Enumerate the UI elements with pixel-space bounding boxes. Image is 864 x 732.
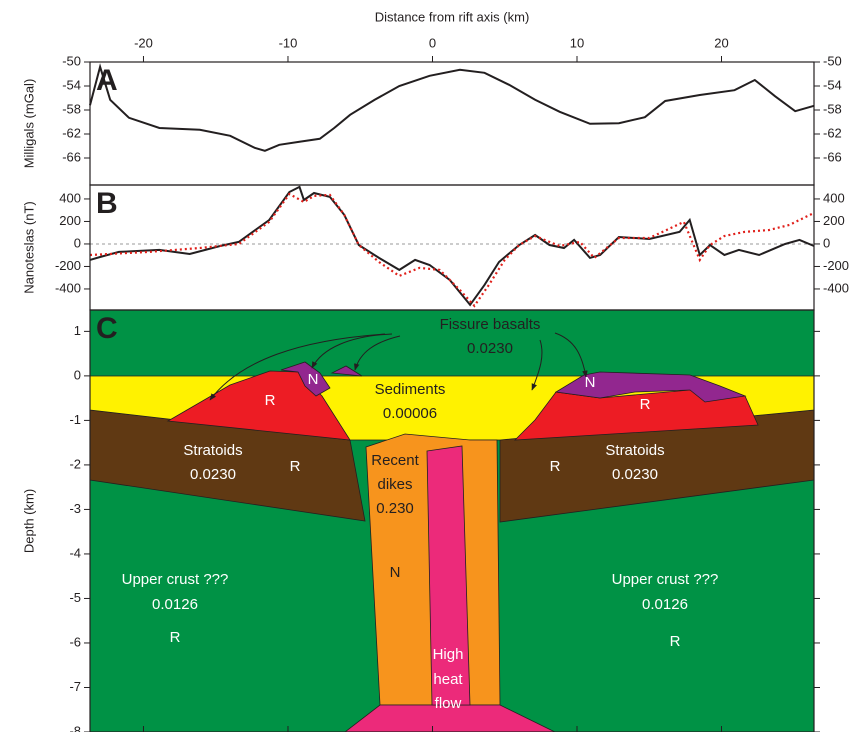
fissure-right bbox=[554, 371, 747, 403]
y-tick-label-right: 0 bbox=[823, 235, 830, 250]
section-label: flow bbox=[435, 695, 462, 712]
y-tick-label: -5 bbox=[69, 590, 81, 605]
x-tick-label: 20 bbox=[714, 35, 728, 50]
y-tick-label-right: -62 bbox=[823, 125, 842, 140]
y-tick-label: -8 bbox=[69, 723, 81, 732]
fissure-small bbox=[330, 365, 363, 377]
section-label: Stratoids bbox=[605, 442, 664, 459]
section-label: 0.0126 bbox=[642, 596, 688, 613]
section-label: 0.0230 bbox=[190, 466, 236, 483]
y-tick-label: -54 bbox=[62, 77, 81, 92]
section-label: Fissure basalts bbox=[440, 316, 541, 333]
cross-section bbox=[89, 310, 815, 732]
y-tick-label: -3 bbox=[69, 501, 81, 516]
panel-label: C bbox=[96, 312, 118, 345]
section-label: R bbox=[290, 458, 301, 475]
y-tick-label: -62 bbox=[62, 125, 81, 140]
y-axis-label: Depth (km) bbox=[21, 489, 36, 553]
y-tick-label: 200 bbox=[59, 213, 81, 228]
section-label: Sediments bbox=[375, 381, 446, 398]
y-tick-label: -50 bbox=[62, 53, 81, 68]
section-label: N bbox=[308, 371, 319, 388]
section-label: Stratoids bbox=[183, 442, 242, 459]
section-label: heat bbox=[433, 671, 463, 688]
basalt-right bbox=[513, 389, 759, 441]
y-axis-label: Milligals (mGal) bbox=[21, 79, 36, 169]
x-axis-label: Distance from rift axis (km) bbox=[375, 9, 530, 24]
y-tick-label: 0 bbox=[74, 235, 81, 250]
y-tick-label: -4 bbox=[69, 545, 81, 560]
section-label: R bbox=[640, 396, 651, 413]
arrow bbox=[353, 335, 401, 371]
section-label: High bbox=[433, 646, 464, 663]
x-tick-label: 10 bbox=[570, 35, 584, 50]
y-tick-label: -1 bbox=[69, 412, 81, 427]
heat-column bbox=[426, 445, 471, 706]
y-tick-label: -400 bbox=[55, 280, 81, 295]
arrow bbox=[554, 332, 588, 378]
panel-frame bbox=[89, 184, 815, 311]
y-tick-label-right: 200 bbox=[823, 213, 845, 228]
y-tick-label: 1 bbox=[74, 323, 81, 338]
y-tick-label-right: -200 bbox=[823, 258, 849, 273]
data-line bbox=[89, 185, 815, 307]
section-label: dikes bbox=[377, 476, 412, 493]
panel-label: B bbox=[96, 187, 118, 220]
y-tick-label-right: -66 bbox=[823, 149, 842, 164]
section-label: 0.00006 bbox=[383, 405, 437, 422]
arrow bbox=[311, 333, 393, 369]
y-tick-label-right: -58 bbox=[823, 101, 842, 116]
section-label: Upper crust ??? bbox=[122, 571, 229, 588]
section-label: R bbox=[170, 629, 181, 646]
section-label: Recent bbox=[371, 452, 419, 469]
y-tick-label: 0 bbox=[74, 367, 81, 382]
panel-frame bbox=[89, 309, 815, 732]
y-tick-label-right: -54 bbox=[823, 77, 842, 92]
fissure-left bbox=[280, 361, 331, 397]
section-label: 0.0230 bbox=[467, 340, 513, 357]
section-label: 0.0126 bbox=[152, 596, 198, 613]
section-label: 0.230 bbox=[376, 500, 414, 517]
section-label: R bbox=[550, 458, 561, 475]
x-tick-label: -20 bbox=[134, 35, 153, 50]
x-tick-label: 0 bbox=[429, 35, 436, 50]
y-tick-label: -200 bbox=[55, 258, 81, 273]
y-tick-label: -6 bbox=[69, 634, 81, 649]
section-label: R bbox=[670, 633, 681, 650]
y-tick-label: -58 bbox=[62, 101, 81, 116]
y-tick-label: -7 bbox=[69, 679, 81, 694]
section-label: 0.0230 bbox=[612, 466, 658, 483]
x-tick-label: -10 bbox=[279, 35, 298, 50]
y-tick-label: -2 bbox=[69, 456, 81, 471]
y-tick-label-right: -50 bbox=[823, 53, 842, 68]
y-tick-label: -66 bbox=[62, 149, 81, 164]
panel-frame bbox=[89, 61, 815, 186]
y-axis-label: Nanoteslas (nT) bbox=[21, 201, 36, 293]
section-label: N bbox=[585, 374, 596, 391]
data-line bbox=[89, 63, 815, 152]
section-label: N bbox=[390, 564, 401, 581]
y-tick-label: 400 bbox=[59, 190, 81, 205]
panel-label: A bbox=[96, 64, 118, 97]
y-tick-label-right: -400 bbox=[823, 280, 849, 295]
y-tick-label-right: 400 bbox=[823, 190, 845, 205]
arrow bbox=[209, 333, 386, 401]
section-label: Upper crust ??? bbox=[612, 571, 719, 588]
arrow bbox=[531, 339, 543, 391]
section-label: R bbox=[265, 392, 276, 409]
